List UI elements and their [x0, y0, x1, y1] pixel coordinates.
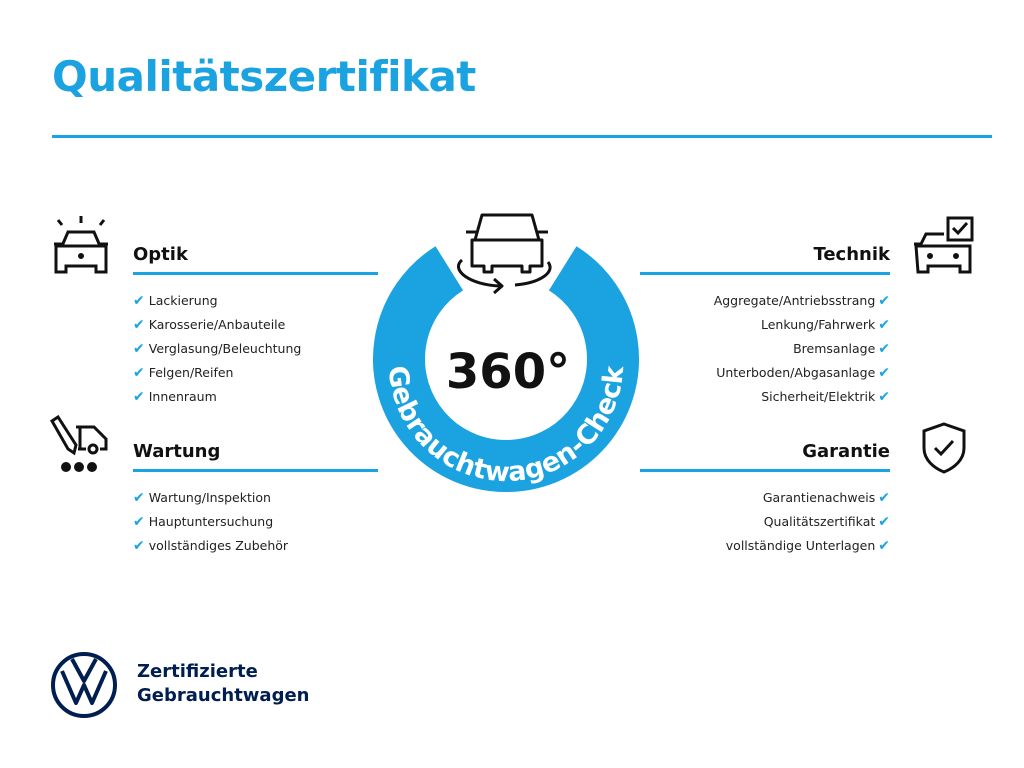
- item-label: Felgen/Reifen: [148, 365, 234, 380]
- check-360-graphic: Gebrauchtwagen-Check 360°: [373, 213, 639, 492]
- check-icon: ✔: [878, 514, 890, 530]
- list-item: ✔ Felgen/Reifen: [133, 361, 378, 385]
- car-service-icon: [50, 415, 108, 472]
- check-icon: ✔: [133, 538, 145, 554]
- check-icon: ✔: [133, 490, 145, 506]
- list-item: ✔ Karosserie/Anbauteile: [133, 313, 378, 337]
- check-icon: ✔: [878, 365, 890, 381]
- item-label: Lackierung: [148, 293, 218, 308]
- item-label: Bremsanlage: [793, 341, 876, 356]
- section-divider: [640, 469, 890, 472]
- list-item: ✔ Innenraum: [133, 385, 378, 409]
- vw-logo: [51, 652, 117, 718]
- list-item: Sicherheit/Elektrik ✔: [640, 385, 890, 409]
- check-icon: ✔: [878, 490, 890, 506]
- check-icon: ✔: [878, 538, 890, 554]
- item-label: Innenraum: [148, 389, 217, 404]
- list-item: Bremsanlage ✔: [640, 337, 890, 361]
- item-label: Hauptuntersuchung: [148, 514, 274, 529]
- list-item: Garantienachweis ✔: [640, 486, 890, 510]
- check-icon: ✔: [133, 317, 145, 333]
- section-wartung: Wartung ✔ Wartung/Inspektion ✔ Hauptunters…: [133, 439, 378, 558]
- check-icon: ✔: [133, 293, 145, 309]
- section-optik: Optik ✔ Lackierung ✔ Karosserie/Anbauteile…: [133, 242, 378, 409]
- ring: [373, 246, 639, 492]
- check-icon: ✔: [133, 389, 145, 405]
- list-item: Qualitätszertifikat ✔: [640, 510, 890, 534]
- list-item: ✔ Verglasung/Beleuchtung: [133, 337, 378, 361]
- car-checkbox-icon: [914, 216, 974, 274]
- item-label: Wartung/Inspektion: [148, 490, 271, 505]
- item-label: vollständige Unterlagen: [725, 538, 876, 553]
- list-item: ✔ Hauptuntersuchung: [133, 510, 378, 534]
- list-item: ✔ vollständiges Zubehör: [133, 534, 378, 558]
- list-item: Aggregate/Antriebsstrang ✔: [640, 289, 890, 313]
- check-icon: ✔: [133, 365, 145, 381]
- list-item: Unterboden/Abgasanlage ✔: [640, 361, 890, 385]
- section-heading: Optik: [133, 244, 188, 265]
- list-item: Lenkung/Fahrwerk ✔: [640, 313, 890, 337]
- item-label: Sicherheit/Elektrik: [761, 389, 876, 404]
- item-label: Aggregate/Antriebsstrang: [713, 293, 876, 308]
- car-lights-icon: [54, 216, 108, 274]
- center-number: 360°: [446, 344, 570, 400]
- section-divider: [640, 272, 890, 275]
- item-label: Qualitätszertifikat: [763, 514, 876, 529]
- shield-check-icon: [922, 422, 966, 474]
- check-icon: ✔: [133, 514, 145, 530]
- section-heading: Garantie: [802, 441, 890, 462]
- title-divider: [52, 135, 992, 138]
- brand-line-2: Gebrauchtwagen: [137, 685, 310, 706]
- page-title: Qualitätszertifikat: [52, 52, 476, 101]
- section-divider: [133, 272, 378, 275]
- section-technik: Technik Aggregate/Antriebsstrang ✔ Lenkun…: [640, 242, 890, 409]
- section-heading: Technik: [813, 244, 890, 265]
- list-item: vollständige Unterlagen ✔: [640, 534, 890, 558]
- brand-line-1: Zertifizierte: [137, 661, 258, 682]
- check-icon: ✔: [878, 389, 890, 405]
- list-item: ✔ Lackierung: [133, 289, 378, 313]
- item-label: vollständiges Zubehör: [148, 538, 289, 553]
- item-label: Karosserie/Anbauteile: [148, 317, 286, 332]
- item-label: Unterboden/Abgasanlage: [716, 365, 876, 380]
- section-garantie: Garantie Garantienachweis ✔ Qualitätszert…: [640, 439, 890, 558]
- car-rotate-icon: [457, 213, 552, 295]
- check-icon: ✔: [133, 341, 145, 357]
- item-label: Lenkung/Fahrwerk: [761, 317, 876, 332]
- check-icon: ✔: [878, 293, 890, 309]
- brand-text: Zertifizierte Gebrauchtwagen: [137, 660, 309, 708]
- check-icon: ✔: [878, 341, 890, 357]
- list-item: ✔ Wartung/Inspektion: [133, 486, 378, 510]
- item-label: Garantienachweis: [762, 490, 876, 505]
- check-icon: ✔: [878, 317, 890, 333]
- section-heading: Wartung: [133, 441, 221, 462]
- section-divider: [133, 469, 378, 472]
- item-label: Verglasung/Beleuchtung: [148, 341, 302, 356]
